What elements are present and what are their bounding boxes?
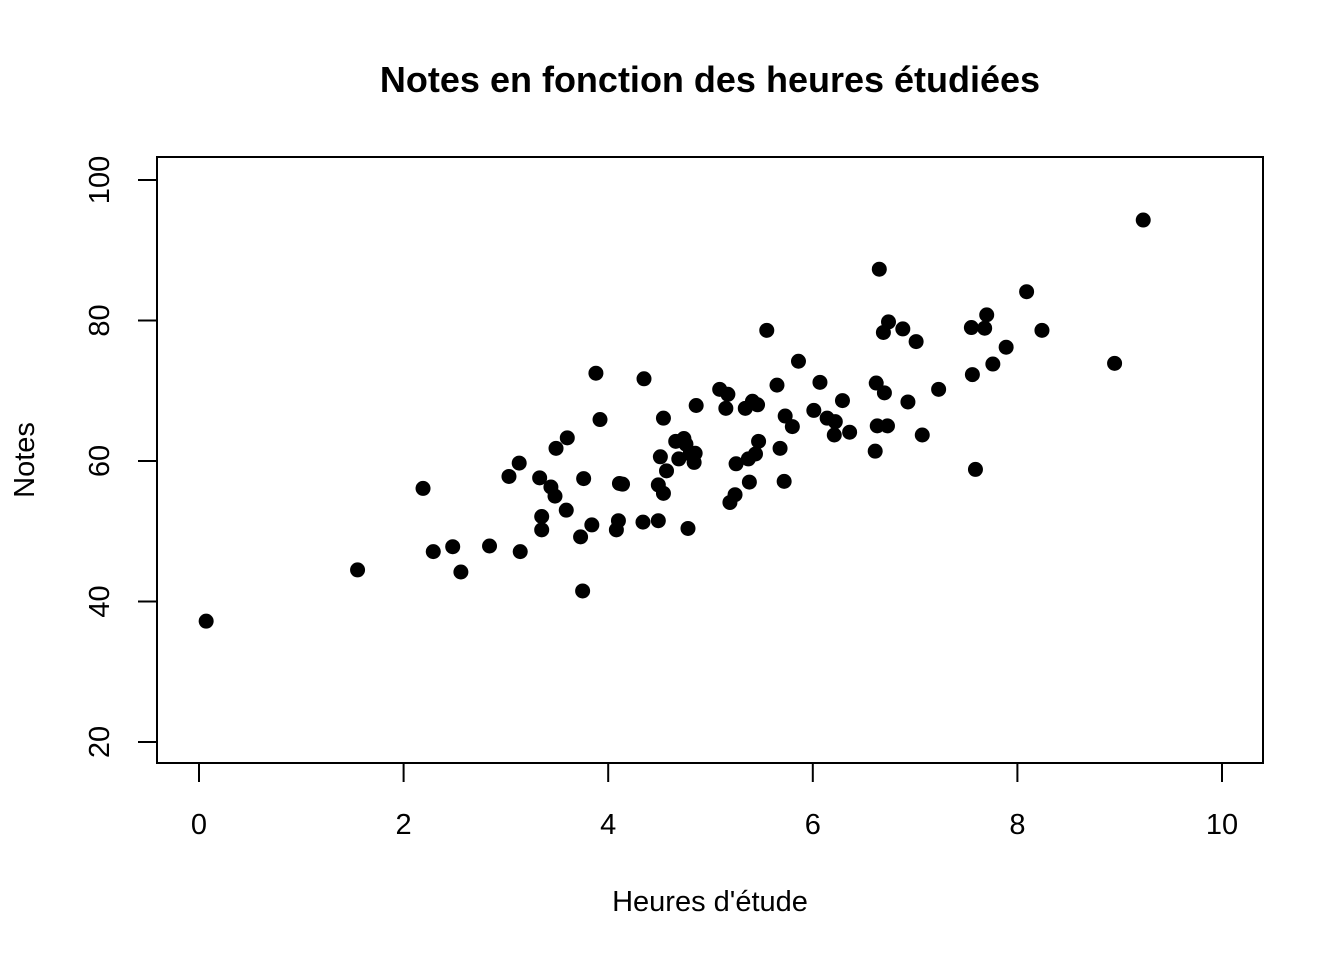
data-point <box>895 321 911 337</box>
data-point <box>688 398 704 414</box>
data-point <box>867 443 883 459</box>
data-point <box>931 381 947 397</box>
y-axis-label: Notes <box>9 422 41 498</box>
data-point <box>482 538 498 554</box>
data-point <box>671 451 687 467</box>
data-point <box>776 473 792 489</box>
data-point <box>650 513 666 529</box>
data-point <box>453 564 469 580</box>
data-point <box>772 440 788 456</box>
x-tick-label: 10 <box>1206 809 1238 841</box>
data-point <box>812 374 828 390</box>
chart-title: Notes en fonction des heures étudiées <box>380 59 1040 100</box>
data-point <box>834 393 850 409</box>
data-point <box>879 418 895 434</box>
data-point <box>511 455 527 471</box>
data-point <box>655 410 671 426</box>
data-point <box>868 375 884 391</box>
y-tick-label: 20 <box>84 726 116 758</box>
data-point <box>635 514 651 530</box>
plot-frame <box>156 156 1264 764</box>
y-tick-label: 100 <box>84 156 116 204</box>
data-point <box>900 394 916 410</box>
y-axis: 20 40 60 80 100 <box>84 156 158 758</box>
data-point <box>759 322 775 338</box>
data-point <box>720 386 736 402</box>
data-point <box>790 353 806 369</box>
data-point <box>636 371 652 387</box>
data-point <box>741 474 757 490</box>
data-point <box>415 480 431 496</box>
data-point <box>964 367 980 383</box>
data-point <box>584 517 600 533</box>
data-point <box>573 529 589 545</box>
data-point <box>826 427 842 443</box>
data-point <box>769 377 785 393</box>
data-point <box>914 427 930 443</box>
data-point <box>876 385 892 401</box>
data-points <box>198 212 1151 629</box>
data-point <box>728 456 744 472</box>
data-point <box>198 613 214 629</box>
data-point <box>659 463 675 479</box>
data-point <box>588 365 604 381</box>
data-point <box>806 402 822 418</box>
data-point <box>979 307 995 323</box>
x-tick-label: 8 <box>1009 809 1025 841</box>
data-point <box>534 522 550 538</box>
data-point <box>881 314 897 330</box>
data-point <box>558 502 574 518</box>
y-tick-label: 80 <box>84 304 116 336</box>
data-point <box>784 419 800 435</box>
data-point <box>501 468 517 484</box>
data-point <box>559 430 575 446</box>
data-point <box>871 261 887 277</box>
data-point <box>610 513 626 529</box>
data-point <box>512 544 528 560</box>
x-tick-label: 2 <box>396 809 412 841</box>
y-tick-label: 60 <box>84 445 116 477</box>
data-point <box>977 320 993 336</box>
data-point <box>750 397 766 413</box>
data-point <box>963 320 979 336</box>
data-point <box>425 544 441 560</box>
data-point <box>908 334 924 350</box>
data-point <box>547 488 563 504</box>
x-axis-label: Heures d'étude <box>612 886 808 918</box>
data-point <box>1034 322 1050 338</box>
data-point <box>445 539 461 555</box>
data-point <box>751 433 767 449</box>
x-axis: 0 2 4 6 8 10 <box>191 762 1238 841</box>
data-point <box>655 485 671 501</box>
data-point <box>748 446 764 462</box>
data-point <box>1019 284 1035 300</box>
data-point <box>532 470 548 486</box>
data-point <box>592 412 608 428</box>
data-point <box>576 471 592 487</box>
data-point <box>967 461 983 477</box>
data-point <box>998 339 1014 355</box>
data-point <box>1107 355 1123 371</box>
x-tick-label: 0 <box>191 809 207 841</box>
data-point <box>615 476 631 492</box>
data-point <box>727 487 743 503</box>
data-point <box>718 400 734 416</box>
data-point <box>687 445 703 461</box>
data-point <box>1135 212 1151 228</box>
data-point <box>777 408 793 424</box>
x-tick-label: 4 <box>600 809 616 841</box>
data-point <box>842 424 858 440</box>
data-point <box>548 440 564 456</box>
data-point <box>985 356 1001 372</box>
data-point <box>534 508 550 524</box>
x-tick-label: 6 <box>805 809 821 841</box>
y-tick-label: 40 <box>84 585 116 617</box>
data-point <box>680 520 696 536</box>
data-point <box>350 562 366 578</box>
data-point <box>827 414 843 430</box>
data-point <box>575 583 591 599</box>
data-point <box>652 449 668 465</box>
